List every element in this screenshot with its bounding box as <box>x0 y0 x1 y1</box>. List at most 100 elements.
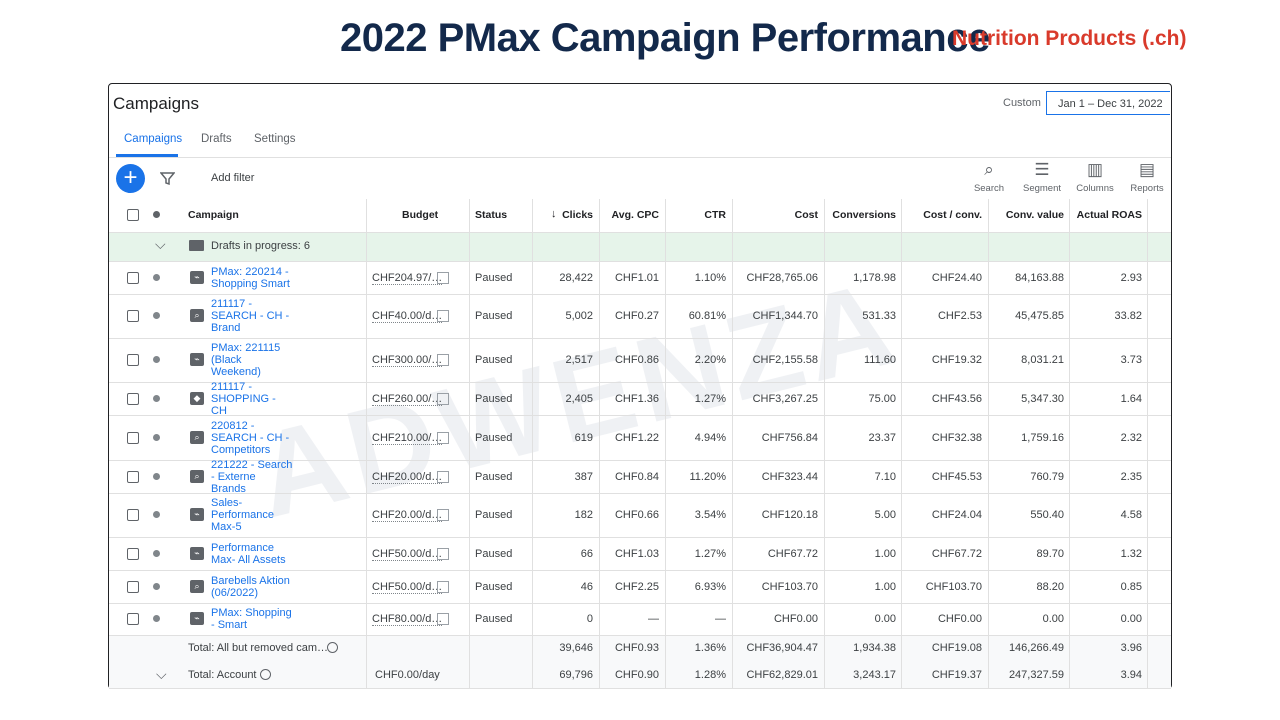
expand-icon[interactable]: ⌵ <box>155 236 166 252</box>
help-icon <box>327 642 338 653</box>
campaign-name[interactable]: Barebells Aktion (06/2022) <box>211 574 290 599</box>
status: Paused <box>475 392 513 405</box>
budget-icon <box>437 271 449 284</box>
column-header[interactable]: Avg. CPC <box>611 209 659 221</box>
checkbox[interactable] <box>127 580 139 593</box>
status: Paused <box>475 470 513 483</box>
budget-icon <box>437 431 449 444</box>
column-header[interactable]: Cost / conv. <box>923 209 982 221</box>
budget[interactable]: CHF210.00/… <box>372 431 443 445</box>
row-line <box>109 493 1171 494</box>
metric: CHF0.00 <box>773 613 818 625</box>
date-range[interactable]: Jan 1 – Dec 31, 2022 <box>1046 91 1170 115</box>
metric: CHF756.84 <box>761 431 818 444</box>
campaign-name[interactable]: PMax: 220214 - Shopping Smart <box>211 265 290 290</box>
tool-icon[interactable]: ⌕ <box>984 160 994 179</box>
checkbox[interactable] <box>127 271 139 284</box>
tool-label[interactable]: Segment <box>1022 183 1062 194</box>
budget[interactable]: CHF50.00/d… <box>372 580 443 594</box>
metric: 11.20% <box>689 470 727 483</box>
tab[interactable]: Campaigns <box>124 133 183 145</box>
page-title: 2022 PMax Campaign Performance <box>340 16 990 60</box>
campaign-name[interactable]: 211117 - SHOPPING - CH <box>211 380 276 417</box>
tool-icon[interactable]: ▤ <box>1138 160 1156 179</box>
column-header[interactable]: Campaign <box>188 209 239 221</box>
column-line <box>469 199 470 688</box>
checkbox[interactable] <box>127 547 139 560</box>
metric: 2.32 <box>1120 431 1142 444</box>
drafts-label[interactable]: Drafts in progress: 6 <box>211 240 311 252</box>
status-dot <box>153 273 160 281</box>
status-dot <box>153 511 160 518</box>
filter-icon[interactable] <box>160 171 175 186</box>
checkbox[interactable] <box>127 509 139 521</box>
campaign-type-icon: ⌕ <box>190 430 204 444</box>
column-header[interactable]: Clicks <box>562 209 593 221</box>
budget-icon <box>437 580 449 593</box>
metric: 0 <box>586 613 593 625</box>
tool-icon[interactable]: ▥ <box>1086 160 1104 179</box>
status: Paused <box>475 613 513 625</box>
campaign-name[interactable]: 221222 - Search - Externe Brands <box>211 458 293 495</box>
campaign-name[interactable]: PMax: 221115 (Black Weekend) <box>211 342 281 378</box>
tool-icon[interactable]: ☰ <box>1034 160 1050 179</box>
budget[interactable]: CHF204.97/… <box>372 271 443 285</box>
total-metric: 3.94 <box>1120 668 1142 681</box>
total-metric: 1.36% <box>694 642 726 654</box>
checkbox[interactable] <box>127 392 139 405</box>
budget[interactable]: CHF50.00/d… <box>372 547 443 561</box>
budget[interactable]: CHF260.00/… <box>372 392 443 406</box>
column-header[interactable]: CTR <box>704 209 726 221</box>
metric: 3.54% <box>694 509 726 521</box>
budget[interactable]: CHF80.00/d… <box>372 613 443 626</box>
metric: — <box>648 613 659 625</box>
campaign-name[interactable]: Performance Max- All Assets <box>211 541 286 566</box>
column-header[interactable]: Conv. value <box>1005 209 1064 221</box>
checkbox[interactable] <box>127 310 139 322</box>
column-header[interactable]: Actual ROAS <box>1076 209 1142 221</box>
tab[interactable]: Settings <box>254 133 296 145</box>
metric: 6.93% <box>694 580 726 593</box>
campaign-name[interactable]: 220812 - SEARCH - CH - Competitors <box>211 419 290 456</box>
campaign-name[interactable]: 211117 - SEARCH - CH - Brand <box>211 298 290 334</box>
checkbox[interactable] <box>127 613 139 625</box>
checkbox[interactable] <box>127 431 139 444</box>
metric: 88.20 <box>1036 580 1064 593</box>
expand-icon[interactable]: ⌵ <box>156 665 167 682</box>
row-line <box>109 415 1171 416</box>
tool-label[interactable]: Reports <box>1130 183 1164 194</box>
campaign-type-icon: ⌕ <box>190 309 204 322</box>
budget[interactable]: CHF20.00/d… <box>372 509 443 522</box>
row-line <box>109 338 1171 339</box>
row-line <box>109 688 1171 689</box>
metric: CHF323.44 <box>761 470 818 483</box>
checkbox[interactable] <box>127 470 139 483</box>
budget[interactable]: CHF40.00/d… <box>372 310 443 323</box>
tool-label[interactable]: Columns <box>1076 183 1114 194</box>
metric: 5.00 <box>874 509 896 521</box>
budget[interactable]: CHF20.00/d… <box>372 470 443 484</box>
metric: CHF0.00 <box>937 613 982 625</box>
column-header[interactable]: Cost <box>794 209 818 221</box>
add-button[interactable]: + <box>116 164 145 193</box>
column-header[interactable]: Budget <box>402 209 439 221</box>
column-header[interactable]: Conversions <box>832 209 896 221</box>
campaign-name[interactable]: Sales-Performance Max-5 <box>211 497 274 533</box>
budget[interactable]: CHF300.00/… <box>372 354 443 367</box>
column-header[interactable]: Status <box>475 209 508 221</box>
metric: 75.00 <box>868 392 896 405</box>
row-line <box>109 635 1171 636</box>
status: Paused <box>475 431 513 444</box>
status-dot <box>153 582 160 590</box>
tool-label[interactable]: Search <box>973 183 1005 194</box>
metric: — <box>715 613 726 625</box>
checkbox[interactable] <box>127 354 139 366</box>
metric: CHF28,765.06 <box>746 271 818 284</box>
total-metric: 69,796 <box>559 668 593 681</box>
campaign-name[interactable]: PMax: Shopping - Smart <box>211 607 292 631</box>
tab[interactable]: Drafts <box>201 133 232 145</box>
add-filter[interactable]: Add filter <box>211 172 255 184</box>
metric: 1,178.98 <box>853 271 896 284</box>
metric: CHF67.72 <box>767 547 818 560</box>
checkbox[interactable] <box>127 209 139 221</box>
